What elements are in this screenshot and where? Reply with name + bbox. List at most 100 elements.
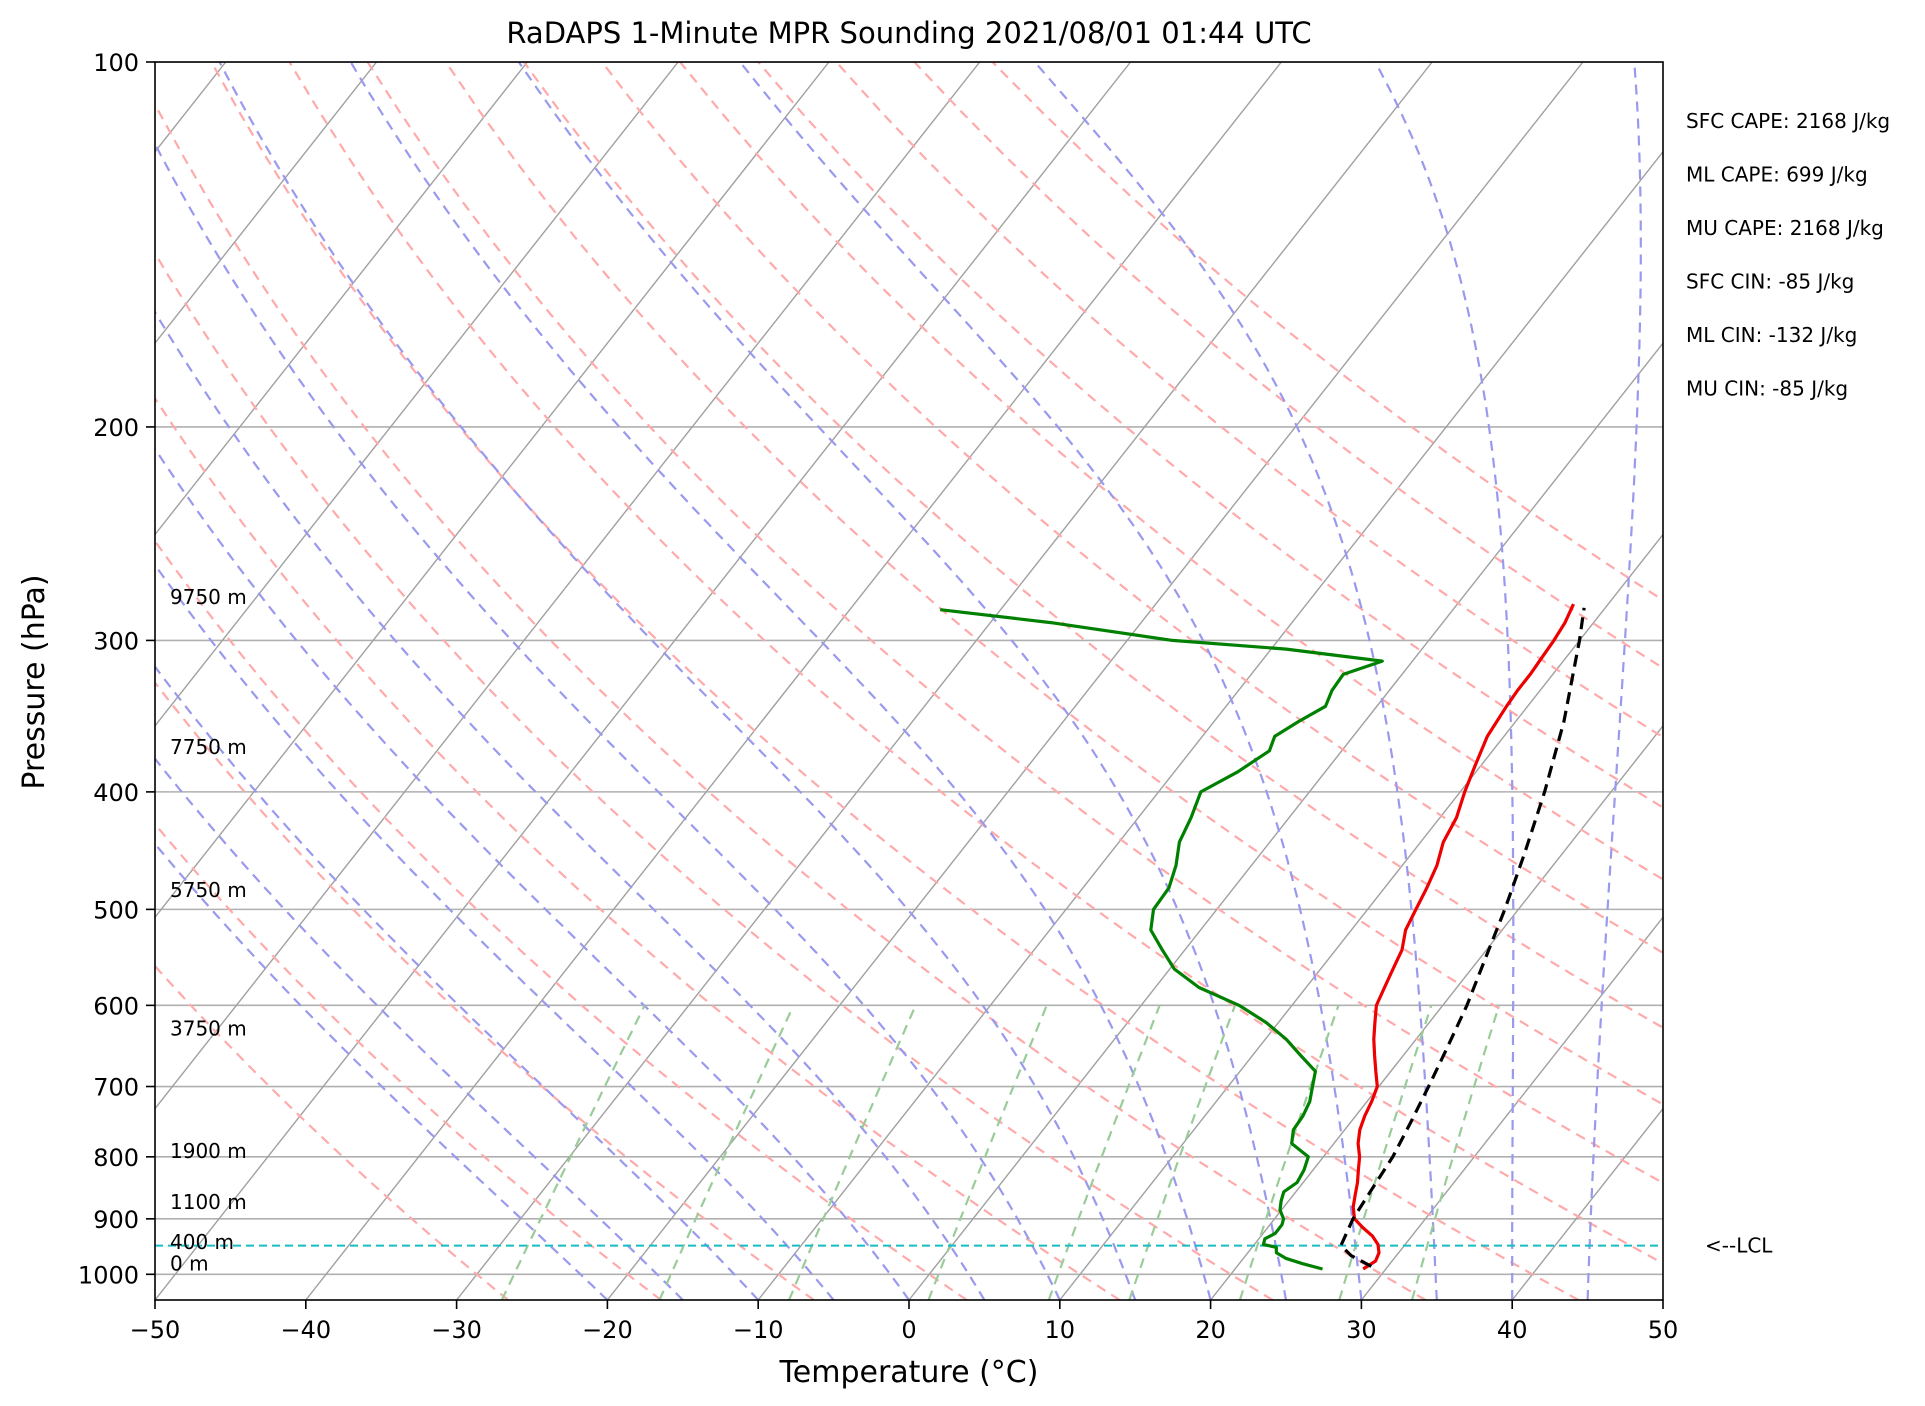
annotation-text: SFC CAPE: 2168 J/kg bbox=[1686, 109, 1890, 133]
isotherm-line bbox=[155, 62, 679, 728]
y-tick-label: 400 bbox=[93, 779, 139, 807]
dry-adiabat-line bbox=[835, 62, 1663, 739]
mixing-ratio-line bbox=[1238, 1005, 1340, 1300]
dry-adiabat-line bbox=[601, 62, 1663, 955]
height-label: 1900 m bbox=[170, 1139, 247, 1163]
x-tick-label: 40 bbox=[1497, 1316, 1528, 1344]
stability-annotations: SFC CAPE: 2168 J/kg ML CAPE: 699 J/kg MU C… bbox=[1686, 109, 1890, 401]
y-tick-label: 600 bbox=[93, 992, 139, 1020]
dry-adiabat-line bbox=[757, 62, 1663, 809]
height-label: 3750 m bbox=[170, 1016, 247, 1040]
y-tick-label: 100 bbox=[93, 49, 139, 77]
moist-adiabat-line bbox=[155, 310, 986, 1300]
isotherm-line bbox=[606, 62, 1584, 1300]
dry-adiabat-line bbox=[155, 101, 1427, 1300]
moist-adiabat-line bbox=[155, 664, 760, 1300]
data-lines bbox=[940, 603, 1586, 1271]
isotherm-line bbox=[1360, 916, 1663, 1300]
x-tick-label: 50 bbox=[1648, 1316, 1679, 1344]
x-tick-label: −50 bbox=[130, 1316, 181, 1344]
height-label: 0 m bbox=[170, 1251, 209, 1275]
isotherm-line bbox=[155, 62, 981, 1110]
moist-adiabat-line bbox=[349, 62, 1212, 1300]
x-tick-label: 0 bbox=[901, 1316, 916, 1344]
x-tick-label: 30 bbox=[1346, 1316, 1377, 1344]
x-tick-label: 20 bbox=[1195, 1316, 1226, 1344]
x-tick-label: −40 bbox=[280, 1316, 331, 1344]
isotherm-line bbox=[1210, 724, 1663, 1300]
isotherm-line bbox=[1511, 1107, 1663, 1300]
mixing-ratio-line bbox=[1128, 1005, 1237, 1300]
moist-adiabat-line bbox=[155, 842, 609, 1300]
y-tick-label: 900 bbox=[93, 1206, 139, 1234]
moist-adiabat-line bbox=[1586, 62, 1642, 1300]
mixing-ratio-line bbox=[500, 1004, 646, 1300]
dry-adiabat-line bbox=[155, 251, 1274, 1300]
isotherm-line bbox=[155, 62, 528, 536]
x-tick-label: 10 bbox=[1045, 1316, 1076, 1344]
dry-adiabat-line bbox=[366, 62, 1663, 1185]
isotherm-line bbox=[1662, 1298, 1663, 1300]
moist-adiabat-line bbox=[739, 62, 1363, 1300]
annotation-text: MU CAPE: 2168 J/kg bbox=[1686, 216, 1884, 240]
lcl-label: <--LCL bbox=[1705, 1234, 1773, 1258]
moist-adiabat-line bbox=[517, 62, 1288, 1300]
annotation-text: ML CIN: -132 J/kg bbox=[1686, 323, 1857, 347]
isotherm-line bbox=[155, 62, 378, 345]
moist-adiabat-line bbox=[155, 141, 1061, 1300]
height-label: 9750 m bbox=[170, 585, 247, 609]
moist-adiabat-line bbox=[155, 563, 835, 1300]
y-tick-label: 300 bbox=[93, 627, 139, 655]
x-tick-label: −10 bbox=[733, 1316, 784, 1344]
chart-title: RaDAPS 1-Minute MPR Sounding 2021/08/01 … bbox=[506, 16, 1311, 50]
y-axis-label: Pressure (hPa) bbox=[17, 574, 52, 789]
isotherm-line bbox=[305, 62, 1282, 1300]
annotation-text: MU CIN: -85 J/kg bbox=[1686, 377, 1848, 401]
dry-adiabat-line bbox=[913, 62, 1663, 670]
parcel-profile-line bbox=[1339, 607, 1586, 1268]
dry-adiabat-line bbox=[210, 62, 1580, 1300]
mixing-ratio-line bbox=[1410, 1005, 1501, 1300]
dry-adiabat-line bbox=[155, 539, 968, 1300]
height-label: 400 m bbox=[170, 1230, 234, 1254]
dry-adiabat-line bbox=[288, 62, 1663, 1265]
x-axis: −50 −40 −30 −20 −10 0 10 20 30 40 50 bbox=[130, 1300, 1679, 1344]
height-label: 1100 m bbox=[170, 1190, 247, 1214]
moist-adiabat-line bbox=[1374, 62, 1515, 1300]
isotherm-line bbox=[155, 62, 1132, 1300]
height-label: 5750 m bbox=[170, 878, 247, 902]
annotation-text: ML CAPE: 699 J/kg bbox=[1686, 163, 1868, 187]
background-lines bbox=[155, 62, 1663, 1300]
mixing-ratio-line bbox=[1047, 1005, 1161, 1300]
x-axis-label: Temperature (°C) bbox=[779, 1355, 1039, 1390]
x-tick-label: −30 bbox=[431, 1316, 482, 1344]
mixing-ratio-line bbox=[1338, 1005, 1433, 1300]
y-tick-label: 500 bbox=[93, 896, 139, 924]
dry-adiabat-line bbox=[991, 62, 1663, 602]
x-tick-label: −20 bbox=[582, 1316, 633, 1344]
isotherm-line bbox=[456, 62, 1433, 1300]
y-tick-label: 1000 bbox=[78, 1261, 139, 1289]
temperature-line bbox=[1351, 603, 1575, 1271]
moist-adiabat-line bbox=[218, 62, 1137, 1300]
dry-adiabat-line bbox=[523, 62, 1663, 1030]
y-tick-label: 200 bbox=[93, 414, 139, 442]
mixing-ratio-line bbox=[927, 1004, 1048, 1300]
moist-adiabat-line bbox=[155, 757, 684, 1300]
mixing-ratio-line bbox=[787, 1004, 917, 1300]
y-tick-label: 800 bbox=[93, 1144, 139, 1172]
mixing-ratio-line bbox=[658, 1004, 795, 1300]
dewpoint-line bbox=[940, 608, 1384, 1271]
isotherm-line bbox=[908, 342, 1663, 1300]
isotherm-line bbox=[155, 62, 830, 919]
height-label: 7750 m bbox=[170, 735, 247, 759]
height-labels: 9750 m 7750 m 5750 m 3750 m 1900 m 1100 m 400 … bbox=[170, 585, 247, 1275]
isotherm-line bbox=[1059, 533, 1663, 1300]
dry-adiabat-line bbox=[155, 964, 509, 1300]
dry-adiabat-line bbox=[155, 396, 1121, 1300]
moist-adiabat-line bbox=[1033, 62, 1438, 1300]
dry-adiabat-line bbox=[444, 62, 1663, 1106]
y-tick-label: 700 bbox=[93, 1074, 139, 1102]
y-axis: 100 200 300 400 500 600 700 800 900 1000 bbox=[78, 49, 155, 1289]
